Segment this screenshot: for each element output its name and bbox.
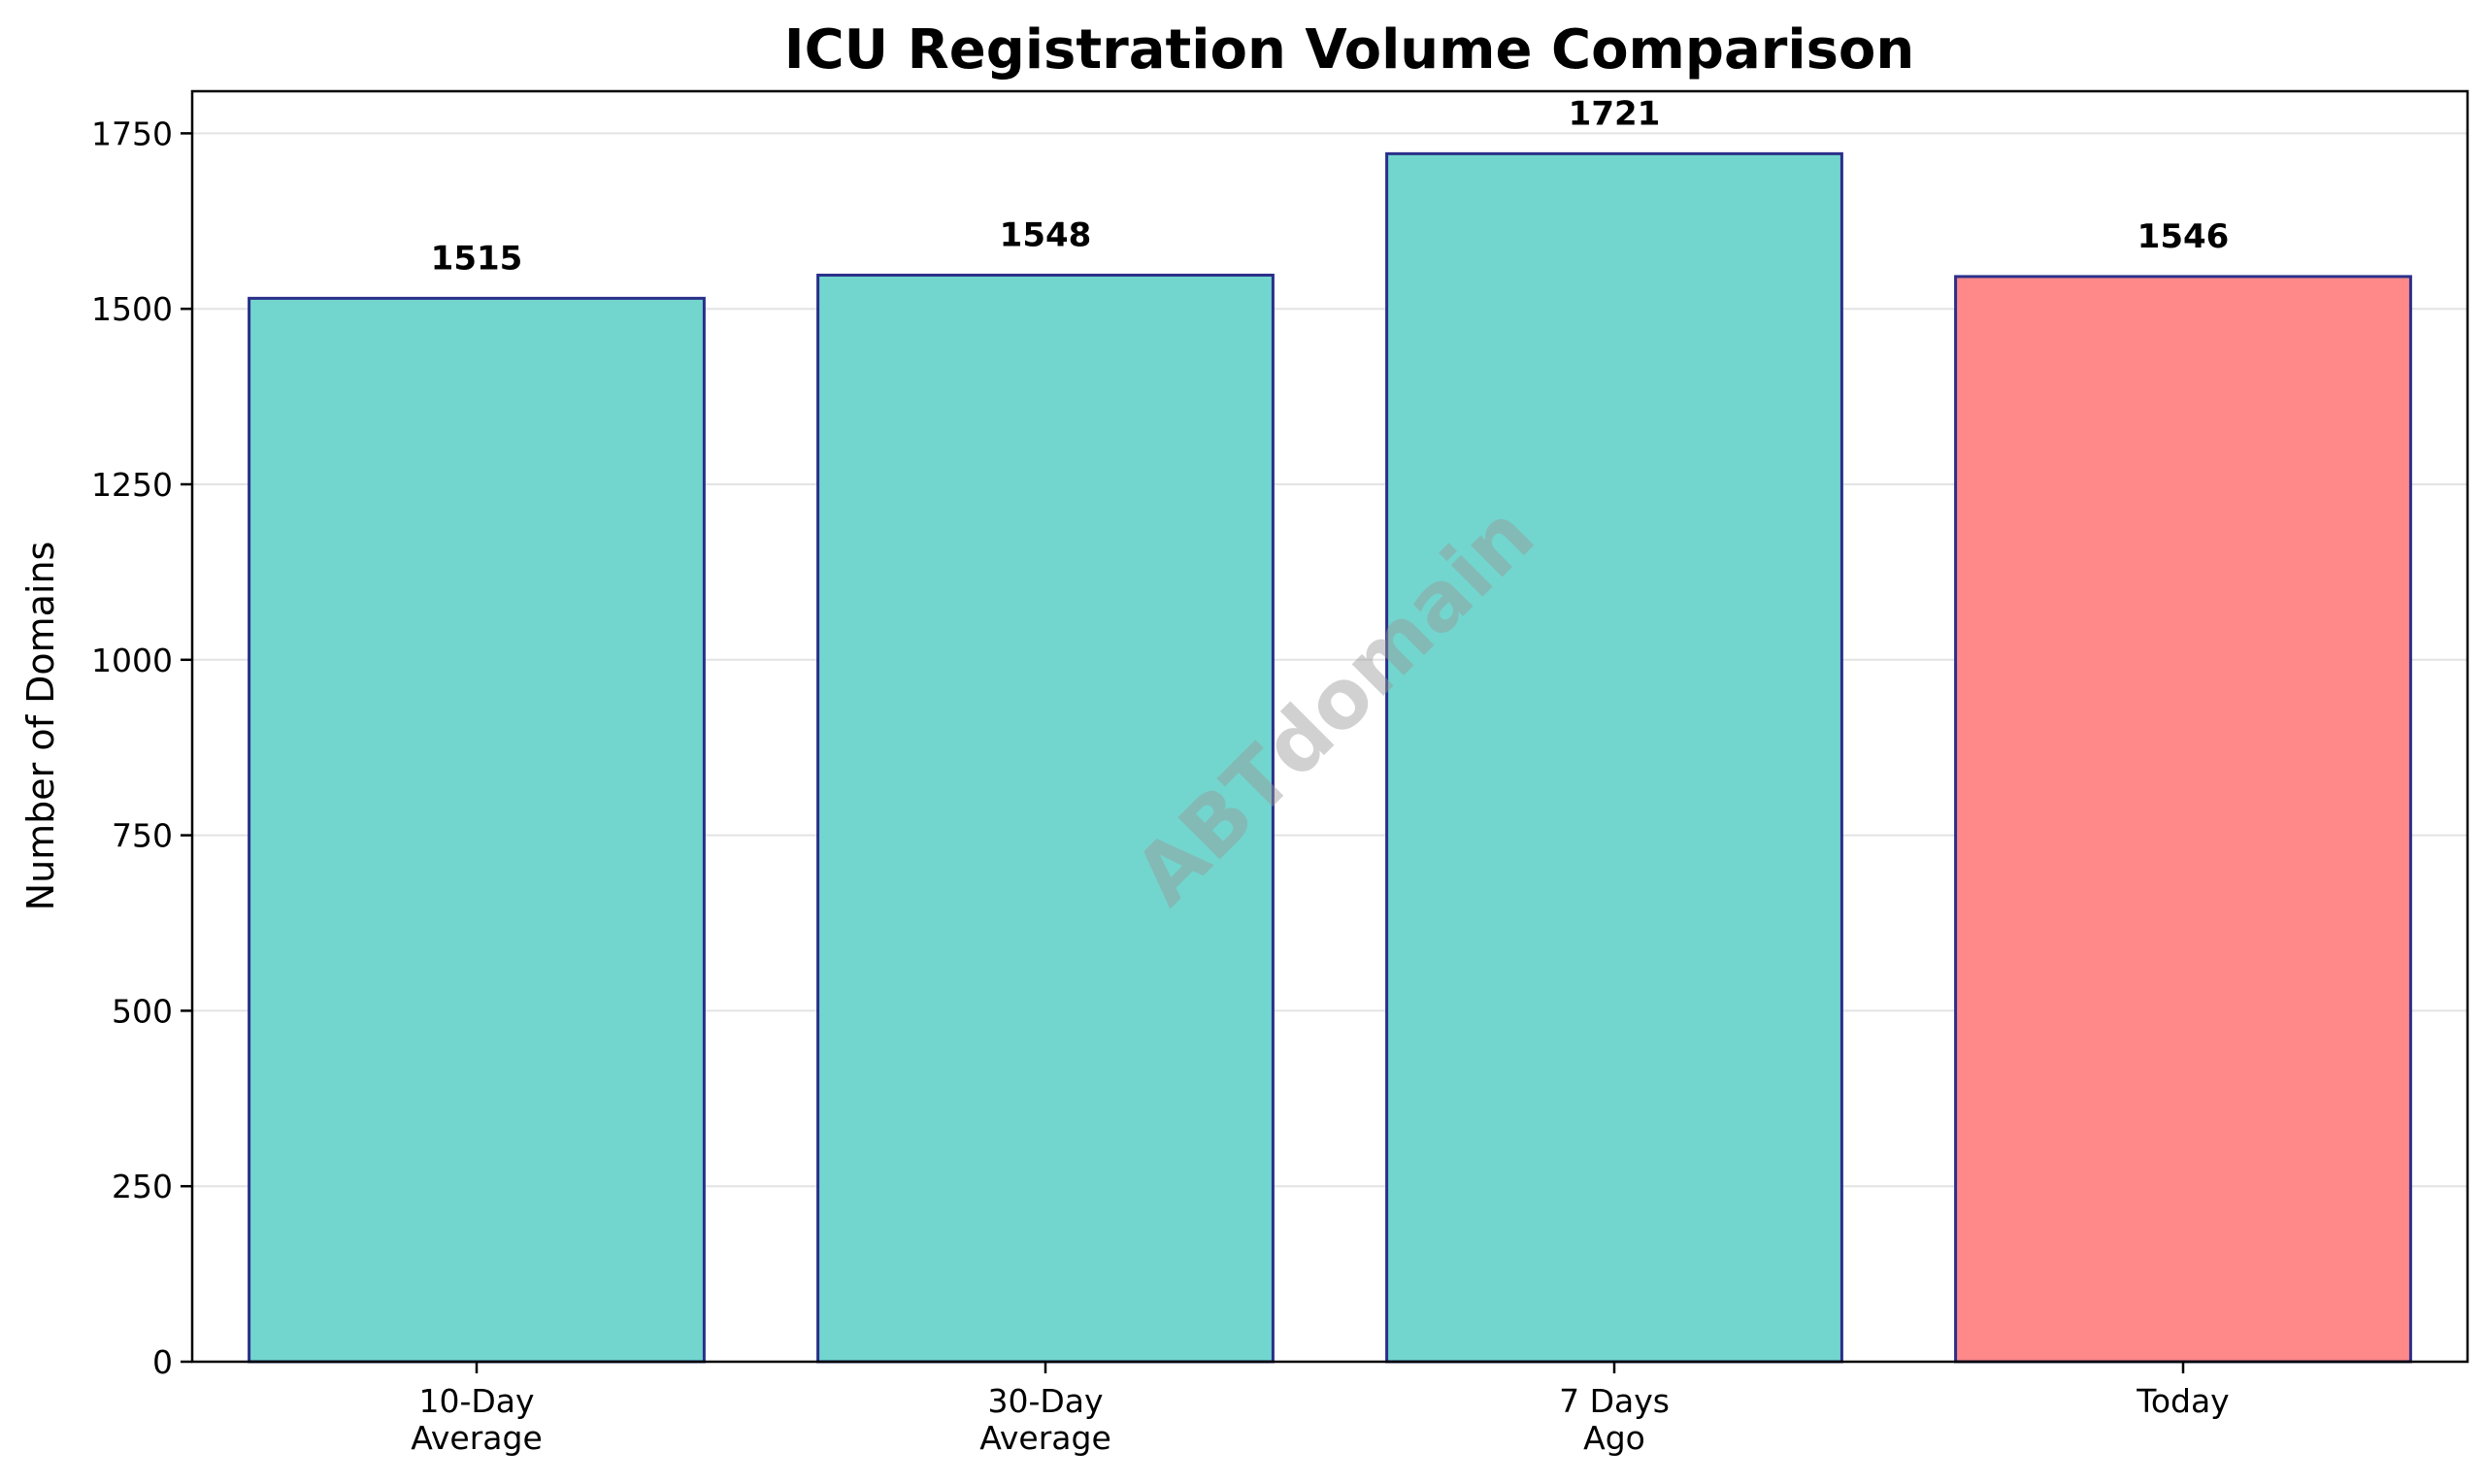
y-tick-label: 1750 [91,115,173,152]
x-tick-label-3: Today [2136,1382,2229,1420]
plot-frame [190,89,2469,1364]
x-tick-label-line: 10-Day [418,1382,534,1420]
bar-1 [816,273,1275,1364]
x-tick-label-line: Average [979,1419,1111,1457]
x-tick-label-line: Average [411,1419,543,1457]
x-tick-label-line: 30-Day [987,1382,1103,1420]
y-tick-label: 750 [112,817,173,855]
y-tick-label: 250 [112,1168,173,1205]
chart-title: ICU Registration Volume Comparison [784,18,1915,82]
x-tick-label-line: 7 Days [1559,1382,1670,1420]
x-tick-label-2: 7 Days Ago [1559,1382,1670,1457]
value-label-1: 1548 [1000,215,1092,254]
bar-3 [1954,275,2412,1364]
bar-2 [1385,151,1843,1364]
x-tick-label-0: 10-Day Average [411,1382,543,1457]
y-tick-label: 1500 [91,290,173,328]
value-label-2: 1721 [1569,94,1661,133]
y-tick-label: 1250 [91,466,173,504]
bar-0 [248,296,706,1364]
y-tick-label: 0 [152,1343,173,1381]
x-tick-label-line: Ago [1583,1419,1645,1457]
x-tick-label-1: 30-Day Average [979,1382,1111,1457]
value-labels: 1515 1548 1721 1546 [431,94,2230,278]
value-label-3: 1546 [2137,217,2230,256]
x-tick-label-line: Today [2136,1382,2229,1420]
value-label-0: 1515 [431,239,523,278]
bars [248,151,2412,1364]
y-axis-label: Number of Domains [19,542,62,911]
y-tick-label: 1000 [91,642,173,679]
y-tick-label: 500 [112,992,173,1030]
